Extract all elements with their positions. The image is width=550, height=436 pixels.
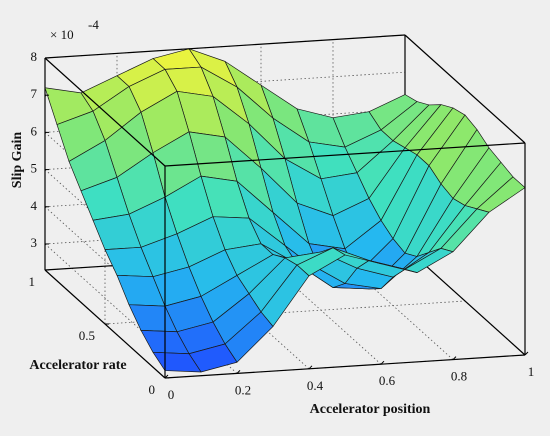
x-tick-label: 0.4 [307,378,324,393]
z-scale-base: × 10 [50,27,74,42]
x-tick [308,365,313,370]
z-tick-label: 5 [31,161,38,176]
grid-line [44,206,166,316]
surface [44,48,526,373]
z-tick-label: 8 [31,49,38,64]
y-axis-label: Accelerator rate [29,358,126,373]
y-tick-label: 0 [149,382,156,397]
x-tick-label: 1 [528,364,535,379]
z-tick-label: 4 [31,198,38,213]
z-scale-exponent: -4 [88,17,99,32]
z-tick-label: 7 [31,86,38,101]
x-tick-label: 0 [168,387,175,402]
box-edge [404,34,526,144]
z-tick-label: 3 [31,235,38,250]
front-layer: 0 0.2 0.4 0.6 0.8 1 0 0.5 1 3 4 5 6 7 8 [29,34,535,402]
x-tick-label: 0.2 [235,382,251,397]
x-tick-label: 0.8 [451,369,467,384]
x-axis-label: Accelerator position [310,402,431,417]
grid-line [44,243,166,353]
y-tick-label: 1 [29,274,36,289]
y-tick-label: 0.5 [79,328,95,343]
x-tick-label: 0.6 [379,373,396,388]
box-edge [44,57,166,167]
box-edge [164,142,526,167]
x-tick [236,370,241,374]
x-tick [524,351,529,356]
z-axis-label: Slip Gain [10,132,25,189]
box-edge [44,34,406,59]
box-edge [164,354,526,379]
x-tick [380,360,385,365]
z-tick-label: 6 [31,123,38,138]
x-tick [452,356,457,360]
